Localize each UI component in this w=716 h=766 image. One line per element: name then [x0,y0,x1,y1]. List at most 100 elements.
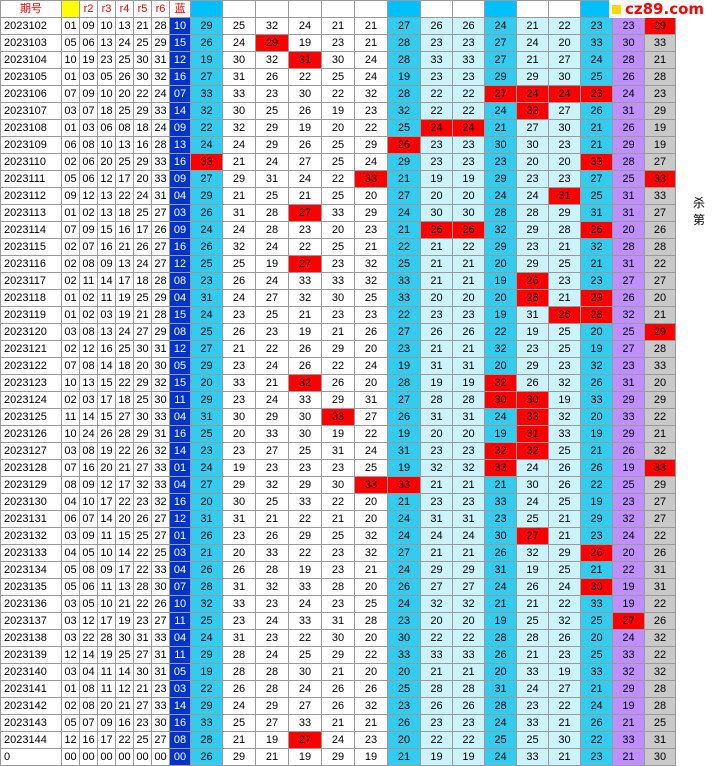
stat-cell: 24 [255,357,289,375]
stat-cell: 30 [321,476,355,494]
stat-cell: 29 [516,357,549,375]
blue-ball-cell: 10 [169,17,191,35]
stat-cell: 19 [387,68,421,86]
table-row: 2023129 08 09 12 17 32 33 04 27 29 32 29 30 33 33 21 21 2… [0,476,707,494]
red-ball-cell: 05 [61,578,80,596]
stat-cell: 31 [644,561,676,579]
blue-ball-cell: 15 [169,374,191,392]
red-ball-cell: 04 [79,663,98,681]
red-ball-cell: 07 [61,85,80,103]
stat-cell: 29 [190,646,223,664]
stat-cell: 33 [580,595,613,613]
stat-cell: 28 [644,697,676,715]
red-ball-cell: 14 [115,663,134,681]
blue-ball-cell: 07 [169,85,191,103]
stat-cell: 31 [612,102,645,120]
stat-cell: 33 [288,272,322,290]
header-cell [452,0,485,18]
stat-cell: 23 [452,153,485,171]
red-ball-cell: 33 [151,102,170,120]
red-ball-cell: 00 [97,748,116,766]
stat-cell: 24 [387,527,421,545]
stat-cell: 32 [484,221,517,239]
red-ball-cell: 11 [97,680,116,698]
red-ball-cell: 29 [151,323,170,341]
stat-cell: 20 [612,544,645,562]
stat-cell: 21 [548,527,581,545]
red-ball-cell: 12 [97,476,116,494]
table-row: 2023122 07 08 14 18 20 30 05 29 23 24 26 22 24 19 31 31 2… [0,357,707,375]
red-ball-cell: 08 [115,119,134,137]
red-ball-cell: 32 [133,476,152,494]
stat-cell: 24 [516,680,549,698]
red-ball-cell: 00 [115,748,134,766]
stat-cell: 25 [516,510,549,528]
red-ball-cell: 19 [115,612,134,630]
stat-cell: 27 [644,272,676,290]
stat-cell: 23 [452,306,485,324]
stat-cell: 24 [190,629,223,647]
red-ball-cell: 00 [79,748,98,766]
stat-cell: 31 [420,510,453,528]
stat-cell: 32 [255,51,289,69]
red-ball-cell: 22 [115,442,134,460]
stat-cell: 27 [548,51,581,69]
stat-cell: 19 [420,748,453,766]
red-ball-cell: 30 [133,663,152,681]
stat-cell: 29 [612,136,645,154]
stat-cell: 26 [580,459,613,477]
stat-cell: 24 [222,221,256,239]
stat-cell: 31 [612,374,645,392]
stat-cell: 21 [516,595,549,613]
stat-cell: 21 [354,714,388,732]
stat-cell: 33 [548,425,581,443]
stat-cell: 27 [644,153,676,171]
stat-cell: 24 [484,578,517,596]
stat-cell: 28 [255,680,289,698]
red-ball-cell: 22 [115,731,134,749]
blue-ball-cell: 12 [169,510,191,528]
stat-cell: 28 [644,238,676,256]
stat-cell: 23 [484,153,517,171]
red-ball-cell: 05 [61,170,80,188]
stat-cell: 22 [420,85,453,103]
stat-cell: 19 [190,51,223,69]
stat-cell: 19 [288,748,322,766]
stat-cell: 20 [354,374,388,392]
highlighted-stat-cell: 29 [644,17,676,35]
stat-cell: 26 [222,561,256,579]
stat-cell: 19 [644,136,676,154]
period-cell: 2023112 [0,187,62,205]
period-cell: 2023134 [0,561,62,579]
stat-cell: 33 [222,374,256,392]
stat-cell: 22 [354,119,388,137]
red-ball-cell: 33 [151,476,170,494]
stat-cell: 21 [190,544,223,562]
stat-cell: 28 [420,680,453,698]
stat-cell: 33 [288,714,322,732]
stat-cell: 25 [255,306,289,324]
stat-cell: 21 [452,663,485,681]
stat-cell: 29 [548,544,581,562]
stat-cell: 31 [612,187,645,205]
stat-cell: 24 [484,748,517,766]
stat-cell: 28 [484,204,517,222]
table-row: 2023110 02 06 20 25 29 33 16 33 21 24 27 25 24 29 23 23 2… [0,153,707,171]
blue-ball-cell: 08 [169,323,191,341]
stat-cell: 22 [190,680,223,698]
stat-cell: 24 [354,357,388,375]
stat-cell: 31 [321,612,355,630]
table-row: 2023103 05 06 13 24 25 29 15 26 24 29 19 23 21 28 23 23 2… [0,34,707,52]
stat-cell: 31 [516,306,549,324]
stat-cell: 30 [222,102,256,120]
stat-cell: 23 [354,731,388,749]
stat-cell: 23 [420,714,453,732]
red-ball-cell: 07 [79,510,98,528]
stat-cell: 29 [612,391,645,409]
stat-cell: 27 [644,510,676,528]
stat-cell: 19 [387,357,421,375]
stat-cell: 29 [644,391,676,409]
stat-cell: 21 [548,714,581,732]
stat-cell: 22 [452,629,485,647]
